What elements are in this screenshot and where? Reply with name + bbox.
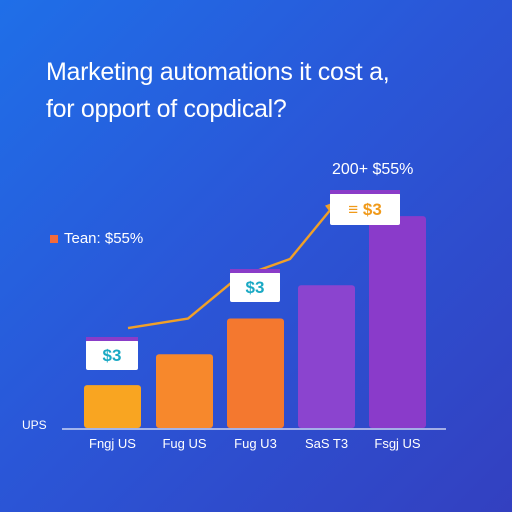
x-tick-label-1: Fngj US: [89, 436, 136, 451]
bar-2: [156, 354, 213, 428]
legend-swatch: [50, 234, 58, 243]
chart-title: Marketing automations it cost a, for opp…: [46, 54, 486, 128]
bar-3: [227, 318, 284, 428]
callout-label-3: ≡ $3: [348, 200, 382, 219]
title-line-1: Marketing automations it cost a,: [46, 58, 390, 86]
bar-5: [369, 216, 426, 428]
callout-label-2: $3: [246, 278, 265, 297]
legend-label: Tean: $55%: [64, 230, 144, 247]
bar-1: [84, 385, 141, 428]
callout-label-1: $3: [103, 346, 122, 365]
top-annotation: 200+ $55%: [332, 161, 414, 178]
x-tick-label-3: Fug U3: [234, 436, 277, 451]
callout-topbar-2: [230, 269, 280, 273]
y-axis-label: UPS: [22, 418, 47, 432]
title-line-2: for opport of copdical?: [46, 95, 287, 123]
x-tick-label-5: Fsgj US: [374, 436, 421, 451]
x-tick-label-2: Fug US: [162, 436, 206, 451]
x-tick-label-4: SаS T3: [305, 436, 348, 451]
callout-topbar-1: [86, 337, 138, 341]
bar-4: [298, 285, 355, 428]
legend: Tean: $55%: [50, 230, 143, 247]
callout-topbar-3: [330, 190, 400, 194]
callout-box-3: [330, 193, 400, 225]
callout-box-2: [230, 272, 280, 302]
callout-box-1: [86, 340, 138, 370]
